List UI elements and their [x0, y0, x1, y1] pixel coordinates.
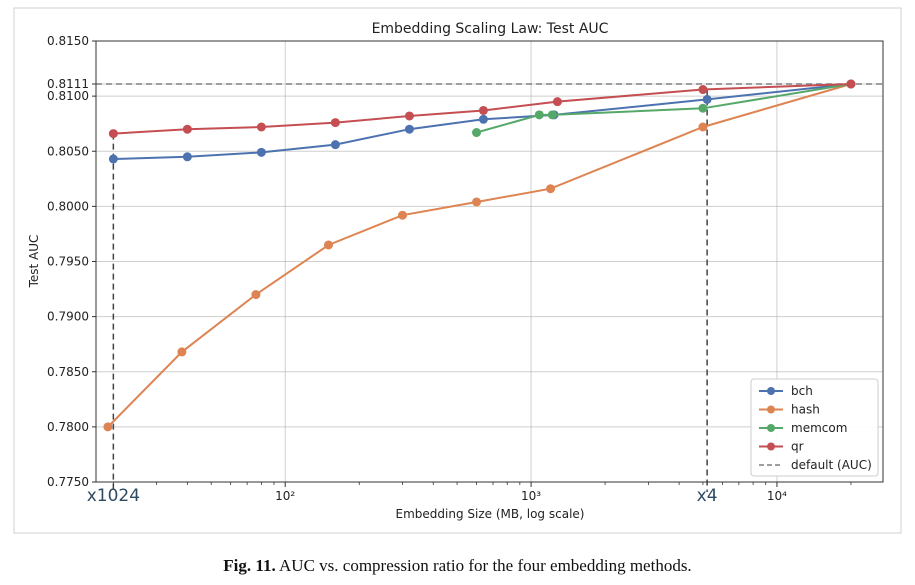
data-point-bch — [108, 154, 118, 164]
data-point-qr — [108, 129, 118, 139]
data-point-bch — [478, 114, 488, 124]
data-point-qr — [330, 118, 340, 128]
y-tick-label: 0.7850 — [47, 365, 89, 379]
annotation-droplines — [112, 89, 708, 492]
data-point-memcom — [547, 110, 557, 120]
y-tick-label: 0.7950 — [47, 255, 89, 269]
y-tick-label: 0.7900 — [47, 310, 89, 324]
annotations: x1024 x4 — [87, 486, 718, 506]
legend-label: default (AUC) — [791, 458, 872, 472]
legend-box — [750, 378, 879, 477]
data-point-hash — [177, 347, 187, 357]
series-group — [103, 79, 856, 432]
annotation-label: x4 — [697, 486, 718, 506]
data-point-bch — [256, 147, 266, 157]
data-point-hash — [546, 184, 556, 194]
annotation-label: x1024 — [87, 486, 140, 506]
x-tick-label: 10³ — [521, 489, 541, 503]
x-tick-label: 10² — [275, 489, 295, 503]
data-point-hash — [251, 290, 261, 300]
figure-caption: Fig. 11. AUC vs. compression ratio for t… — [0, 556, 915, 576]
x-tick-label: 10⁴ — [767, 489, 787, 503]
data-point-qr — [846, 79, 856, 89]
legend-swatch-marker — [767, 424, 775, 432]
legend-swatch-marker — [767, 405, 775, 414]
legend-item-bch: bch — [759, 384, 813, 398]
y-tick-label: 0.8111 — [47, 77, 89, 91]
legend-label: bch — [791, 384, 813, 398]
y-tick-label: 0.8150 — [47, 34, 89, 48]
y-tick-label: 0.8100 — [47, 89, 89, 103]
data-point-bch — [330, 140, 340, 150]
y-tick-label: 0.7750 — [47, 475, 89, 489]
data-point-qr — [182, 124, 192, 134]
legend: bch hash memcom qr default (AUC) — [750, 378, 879, 477]
series-qr — [108, 79, 856, 139]
data-point-bch — [404, 124, 414, 134]
y-tick-label: 0.8050 — [47, 144, 89, 158]
chart-title: Embedding Scaling Law: Test AUC — [372, 21, 609, 37]
y-tick-label: 0.7800 — [47, 420, 89, 434]
y-tick-label: 0.8000 — [47, 199, 89, 213]
legend-swatch-marker — [767, 387, 775, 395]
x-axis-ticks: 10² 10³ 10⁴ — [112, 482, 852, 503]
data-point-qr — [478, 105, 488, 115]
data-point-bch — [182, 152, 192, 162]
data-point-qr — [256, 122, 266, 132]
data-point-memcom — [472, 128, 482, 138]
legend-item-default-auc-: default (AUC) — [759, 458, 872, 472]
legend-label: hash — [791, 403, 820, 417]
y-axis-ticks: 0.7750 0.7800 0.7850 0.7900 0.7950 0.8000 0.80… — [47, 34, 96, 489]
legend-label: memcom — [791, 421, 847, 435]
data-point-hash — [324, 240, 334, 250]
data-point-qr — [552, 97, 562, 107]
legend-item-hash: hash — [759, 403, 820, 417]
data-point-hash — [472, 197, 482, 207]
data-point-memcom — [698, 103, 708, 113]
data-point-hash — [103, 422, 113, 432]
data-point-qr — [698, 85, 708, 95]
caption-text: AUC vs. compression ratio for the four e… — [279, 556, 692, 575]
y-axis-label: Test AUC — [27, 235, 41, 289]
data-point-qr — [404, 111, 414, 121]
data-point-hash — [398, 210, 408, 220]
legend-item-memcom: memcom — [759, 421, 847, 435]
legend-label: qr — [791, 440, 804, 454]
legend-item-qr: qr — [759, 440, 804, 454]
data-point-memcom — [534, 110, 544, 120]
data-point-bch — [702, 94, 712, 104]
auc-scaling-chart: 0.7750 0.7800 0.7850 0.7900 0.7950 0.8000 0.80… — [13, 7, 902, 534]
data-point-hash — [698, 122, 708, 132]
legend-swatch-marker — [767, 442, 775, 451]
caption-label: Fig. 11. — [223, 556, 276, 575]
x-axis-label: Embedding Size (MB, log scale) — [396, 507, 585, 521]
